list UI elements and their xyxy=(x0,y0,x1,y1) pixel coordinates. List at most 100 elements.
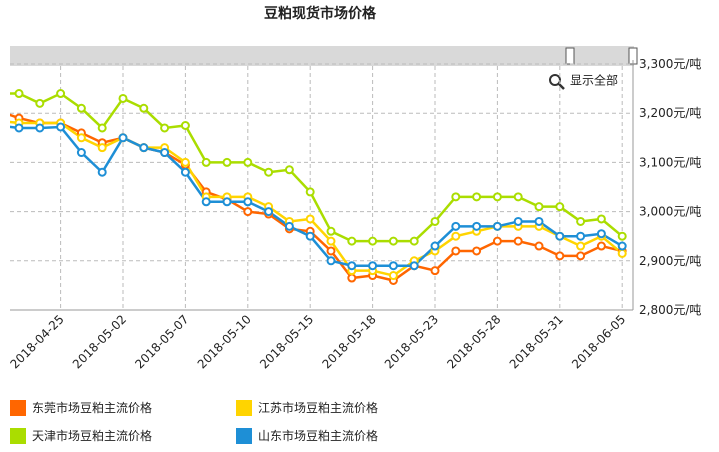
data-point xyxy=(118,93,128,103)
range-scrollbar[interactable] xyxy=(10,46,638,66)
data-point xyxy=(76,103,86,113)
data-point xyxy=(409,236,419,246)
data-point xyxy=(76,148,86,158)
data-point xyxy=(472,221,482,231)
data-point xyxy=(472,192,482,202)
data-point xyxy=(222,197,232,207)
legend-item[interactable]: 天津市场豆粕主流价格 xyxy=(10,428,152,444)
legend-label: 江苏市场豆粕主流价格 xyxy=(258,400,378,415)
reset-zoom-label: 显示全部 xyxy=(570,73,618,88)
data-point xyxy=(35,123,45,133)
data-point xyxy=(326,246,336,256)
data-point xyxy=(617,241,627,251)
data-point xyxy=(243,157,253,167)
data-point xyxy=(576,231,586,241)
x-tick-label: 2018-05-28 xyxy=(444,312,503,371)
scrollbar-handle[interactable] xyxy=(565,47,575,65)
data-point xyxy=(305,231,315,241)
legend-swatch xyxy=(10,428,26,444)
data-point xyxy=(201,157,211,167)
data-point xyxy=(305,214,315,224)
data-point xyxy=(596,214,606,224)
data-point xyxy=(160,123,170,133)
data-point xyxy=(243,207,253,217)
data-point xyxy=(388,261,398,271)
data-point xyxy=(326,226,336,236)
data-point xyxy=(76,133,86,143)
scrollbar-track xyxy=(10,46,634,66)
chart-title: 豆粕现货市场价格 xyxy=(264,5,377,22)
x-tick-label: 2018-05-02 xyxy=(70,312,129,371)
data-point xyxy=(243,197,253,207)
data-point xyxy=(451,246,461,256)
data-point xyxy=(430,266,440,276)
data-point xyxy=(368,261,378,271)
data-point xyxy=(14,123,24,133)
data-point xyxy=(451,192,461,202)
legend-label: 山东市场豆粕主流价格 xyxy=(258,428,378,443)
data-point xyxy=(576,251,586,261)
data-point xyxy=(160,148,170,158)
y-tick-label: 3,200元/吨 xyxy=(639,106,701,120)
data-point xyxy=(326,256,336,266)
data-point xyxy=(284,221,294,231)
x-tick-label: 2018-05-31 xyxy=(507,312,566,371)
x-tick-label: 2018-05-10 xyxy=(195,312,254,371)
y-tick-label: 3,100元/吨 xyxy=(639,155,701,169)
series-line xyxy=(10,120,623,277)
data-point xyxy=(368,236,378,246)
data-point xyxy=(180,167,190,177)
data-point xyxy=(617,231,627,241)
data-point xyxy=(0,90,2,97)
data-point xyxy=(555,202,565,212)
data-point xyxy=(451,231,461,241)
data-point xyxy=(492,221,502,231)
data-point xyxy=(201,197,211,207)
data-point xyxy=(222,157,232,167)
y-tick-label: 3,000元/吨 xyxy=(639,205,701,219)
data-point xyxy=(347,273,357,283)
data-point xyxy=(492,192,502,202)
data-point xyxy=(555,231,565,241)
y-tick-label: 3,300元/吨 xyxy=(639,57,701,71)
x-tick-label: 2018-05-23 xyxy=(382,312,441,371)
data-point xyxy=(0,117,2,124)
data-point xyxy=(513,216,523,226)
data-point xyxy=(534,241,544,251)
data-point xyxy=(139,143,149,153)
data-point xyxy=(409,261,419,271)
legend-item[interactable]: 江苏市场豆粕主流价格 xyxy=(236,400,378,416)
legend-item[interactable]: 山东市场豆粕主流价格 xyxy=(236,428,378,444)
data-point xyxy=(180,157,190,167)
data-point xyxy=(555,251,565,261)
data-point xyxy=(430,241,440,251)
zoom-icon xyxy=(549,74,561,86)
data-point xyxy=(576,216,586,226)
data-point xyxy=(97,123,107,133)
x-tick-label: 2018-06-05 xyxy=(569,312,628,371)
legend-item[interactable]: 东莞市场豆粕主流价格 xyxy=(10,400,152,416)
data-point xyxy=(617,248,627,258)
legend-swatch xyxy=(236,400,252,416)
x-tick-label: 2018-04-25 xyxy=(8,312,67,371)
data-point xyxy=(472,246,482,256)
data-point xyxy=(97,143,107,153)
data-point xyxy=(596,241,606,251)
data-point xyxy=(534,202,544,212)
data-point xyxy=(56,89,66,99)
data-point xyxy=(430,216,440,226)
data-point xyxy=(284,165,294,175)
data-point xyxy=(347,261,357,271)
data-point xyxy=(180,121,190,130)
data-point xyxy=(576,241,586,251)
zoom-icon xyxy=(558,83,565,90)
data-point xyxy=(56,122,66,132)
data-point xyxy=(326,236,336,246)
data-point xyxy=(97,167,107,177)
data-point xyxy=(14,89,24,99)
data-point xyxy=(264,167,274,177)
data-point xyxy=(451,221,461,231)
data-point xyxy=(492,236,502,246)
data-point xyxy=(596,229,606,239)
legend-label: 东莞市场豆粕主流价格 xyxy=(32,400,152,415)
